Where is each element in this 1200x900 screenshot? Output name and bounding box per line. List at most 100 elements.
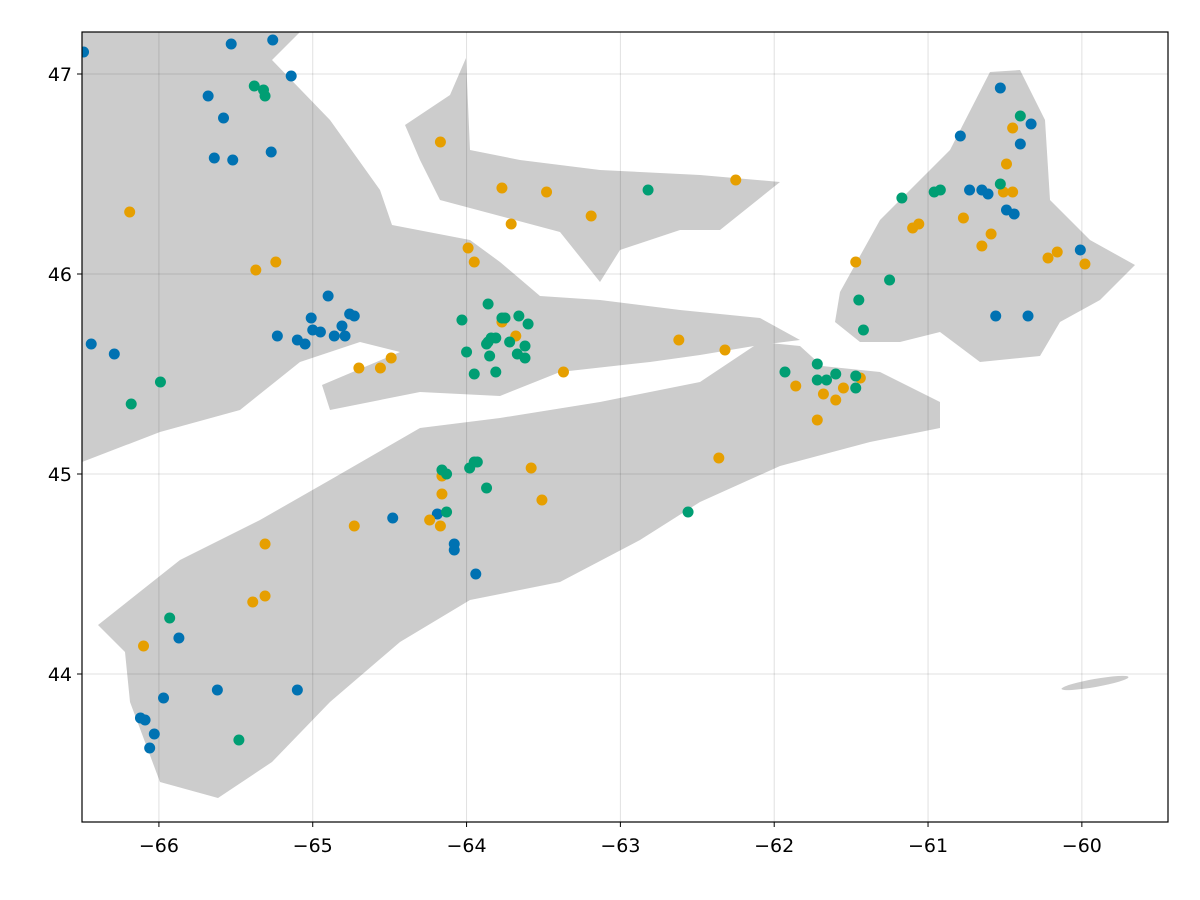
data-point-blue: [1014, 138, 1026, 150]
data-point-blue: [285, 70, 297, 82]
data-point-orange: [353, 362, 365, 374]
data-point-orange: [468, 256, 480, 268]
data-point-blue: [431, 508, 443, 520]
data-point-orange: [1007, 122, 1019, 134]
data-point-orange: [1079, 258, 1091, 270]
data-point-orange: [673, 334, 685, 346]
x-tick-label: −66: [139, 835, 179, 857]
data-point-blue: [964, 184, 976, 196]
data-point-green: [499, 312, 511, 324]
land-areas: [82, 32, 1135, 798]
data-point-green: [1014, 110, 1026, 122]
data-point-orange: [837, 382, 849, 394]
data-point-blue: [227, 154, 239, 166]
data-point-blue: [1022, 310, 1034, 322]
data-point-orange: [434, 520, 446, 532]
y-tick-label: 44: [48, 664, 72, 686]
data-point-blue: [470, 568, 482, 580]
data-point-blue: [225, 38, 237, 50]
data-point-orange: [374, 362, 386, 374]
data-point-green: [821, 374, 833, 386]
data-point-orange: [585, 210, 597, 222]
data-point-green: [456, 314, 468, 326]
data-point-blue: [267, 34, 279, 46]
data-point-green: [519, 352, 531, 364]
data-point-orange: [259, 590, 271, 602]
x-tick-label: −61: [908, 835, 948, 857]
data-point-blue: [1008, 208, 1020, 220]
data-point-green: [164, 612, 176, 624]
data-point-green: [850, 370, 862, 382]
data-point-green: [519, 340, 531, 352]
data-point-green: [857, 324, 869, 336]
data-point-blue: [208, 152, 220, 164]
data-point-green: [994, 178, 1006, 190]
data-point-orange: [250, 264, 262, 276]
data-point-orange: [247, 596, 259, 608]
land-prince-edward-island: [405, 58, 780, 282]
data-point-blue: [139, 714, 151, 726]
data-point-blue: [448, 544, 460, 556]
data-point-blue: [291, 684, 303, 696]
data-point-blue: [1074, 244, 1086, 256]
data-point-orange: [536, 494, 548, 506]
x-tick-label: −62: [754, 835, 794, 857]
data-points: [82, 34, 1091, 754]
data-point-green: [850, 382, 862, 394]
data-point-green: [484, 350, 496, 362]
data-point-blue: [328, 330, 340, 342]
data-point-green: [441, 468, 453, 480]
data-point-blue: [271, 330, 283, 342]
data-point-green: [441, 506, 453, 518]
data-point-green: [896, 192, 908, 204]
land-sable-island: [1061, 675, 1129, 691]
data-point-orange: [436, 488, 448, 500]
axis-frame: [81, 31, 1169, 823]
data-point-green: [468, 368, 480, 380]
data-point-blue: [202, 90, 214, 102]
data-point-green: [779, 366, 791, 378]
data-point-blue: [348, 310, 360, 322]
data-point-blue: [211, 684, 223, 696]
data-point-orange: [790, 380, 802, 392]
land-cape-breton: [835, 70, 1135, 362]
data-point-orange: [1007, 186, 1019, 198]
data-point-green: [853, 294, 865, 306]
y-tick-label: 46: [48, 264, 72, 286]
data-point-green: [682, 506, 694, 518]
data-point-orange: [348, 520, 360, 532]
data-point-blue: [387, 512, 399, 524]
x-tick-label: −63: [600, 835, 640, 857]
data-point-green: [259, 90, 271, 102]
data-point-blue: [158, 692, 170, 704]
data-point-green: [513, 310, 525, 322]
data-point-orange: [817, 388, 829, 400]
data-point-green: [482, 298, 494, 310]
data-point-orange: [976, 240, 988, 252]
x-tick-label: −60: [1062, 835, 1102, 857]
data-point-orange: [434, 136, 446, 148]
data-point-orange: [124, 206, 136, 218]
data-point-green: [934, 184, 946, 196]
data-point-orange: [557, 366, 569, 378]
data-point-green: [490, 332, 502, 344]
data-point-orange: [730, 174, 742, 186]
data-point-blue: [314, 326, 326, 338]
data-point-orange: [811, 414, 823, 426]
data-point-green: [154, 376, 166, 388]
data-point-blue: [299, 338, 311, 350]
x-tick-label: −65: [293, 835, 333, 857]
data-point-blue: [82, 46, 90, 58]
data-point-blue: [1025, 118, 1037, 130]
data-point-orange: [985, 228, 997, 240]
data-point-green: [481, 482, 493, 494]
data-point-orange: [525, 462, 537, 474]
data-point-blue: [148, 728, 160, 740]
data-point-green: [504, 336, 516, 348]
land-new-brunswick: [82, 32, 800, 462]
data-point-blue: [322, 290, 334, 302]
y-tick-label: 47: [48, 64, 72, 86]
data-point-orange: [1000, 158, 1012, 170]
data-point-blue: [305, 312, 317, 324]
data-point-orange: [719, 344, 731, 356]
